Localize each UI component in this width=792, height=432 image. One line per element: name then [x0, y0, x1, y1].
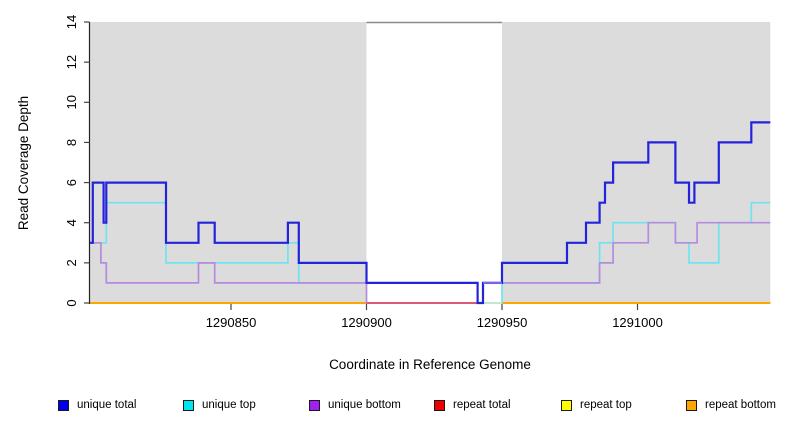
legend-label: repeat total	[453, 399, 511, 411]
highlight-region	[366, 22, 502, 303]
legend-label: repeat bottom	[705, 399, 776, 411]
x-axis-title: Coordinate in Reference Genome	[329, 357, 531, 372]
legend-item-repeat-total: repeat total	[434, 396, 511, 414]
y-tick-label: 6	[64, 179, 79, 186]
legend-label: unique total	[77, 399, 137, 411]
legend-swatch-unique-total	[58, 399, 69, 411]
legend-swatch-repeat-bottom	[686, 399, 697, 411]
series-line-unique-total	[90, 121, 771, 305]
x-tick-label: 1291000	[612, 315, 663, 330]
y-tick-label: 2	[64, 259, 79, 266]
legend-label: unique bottom	[328, 399, 401, 411]
legend-swatch-repeat-top	[561, 399, 572, 411]
axes: 0 2 4 6 8 10 12 14 1290850 1290900 1290950 1291000	[64, 15, 663, 330]
y-tick-label: 0	[64, 299, 79, 306]
x-tick-label: 1290850	[206, 315, 257, 330]
y-tick-label: 10	[64, 95, 79, 109]
legend-label: repeat top	[580, 399, 632, 411]
legend-item-repeat-bottom: repeat bottom	[686, 396, 776, 414]
legend-swatch-unique-top	[183, 399, 194, 411]
legend: unique total unique top unique bottom repea…	[0, 396, 792, 420]
y-axis-title: Read Coverage Depth	[16, 96, 31, 230]
series-lines	[90, 121, 771, 305]
y-tick-label: 4	[64, 219, 79, 226]
legend-item-unique-bottom: unique bottom	[309, 396, 401, 414]
y-tick-label: 12	[64, 55, 79, 69]
legend-item-repeat-top: repeat top	[561, 396, 632, 414]
plot-background	[90, 21, 771, 303]
x-tick-label: 1290950	[477, 315, 528, 330]
y-tick-label: 14	[64, 15, 79, 29]
legend-item-unique-top: unique top	[183, 396, 256, 414]
y-tick-label: 8	[64, 139, 79, 146]
legend-swatch-repeat-total	[434, 399, 445, 411]
legend-label: unique top	[202, 399, 256, 411]
x-tick-label: 1290900	[341, 315, 392, 330]
legend-item-unique-total: unique total	[58, 396, 136, 414]
legend-swatch-unique-bottom	[309, 399, 320, 411]
